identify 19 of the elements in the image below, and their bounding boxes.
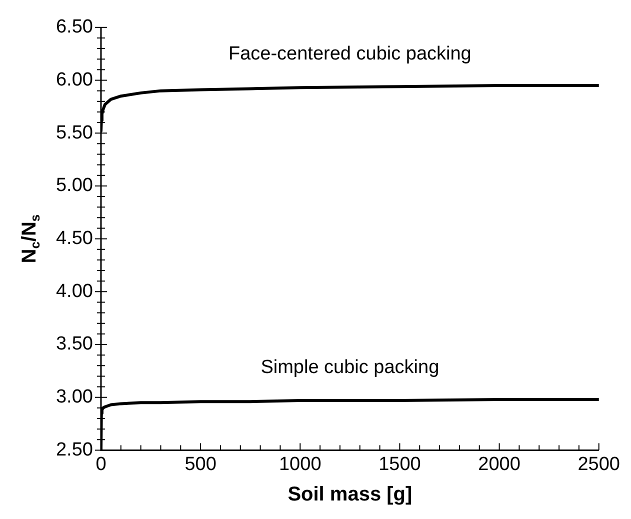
x-tick-label: 2000: [478, 454, 520, 475]
y-tick-label: 5.00: [56, 175, 93, 196]
y-tick-label: 6.50: [56, 16, 93, 38]
y-tick-label: 3.00: [56, 386, 93, 408]
x-axis-title: Soil mass [g]: [288, 484, 412, 506]
x-tick-label: 0: [96, 454, 106, 475]
y-tick-label: 4.00: [56, 280, 93, 302]
y-tick-label: 2.50: [56, 439, 93, 460]
y-axis-title: Nc/Ns: [18, 214, 43, 264]
x-tick-label: 2500: [578, 454, 620, 475]
x-tick-label: 1000: [278, 454, 322, 475]
annotation: Simple cubic packing: [260, 357, 440, 378]
x-tick-label: 1500: [378, 454, 421, 475]
y-tick-label: 6.00: [56, 69, 93, 90]
x-tick-label: 500: [184, 454, 216, 475]
y-tick-label: 4.50: [56, 228, 93, 250]
annotation: Face-centered cubic packing: [228, 43, 472, 64]
y-tick-label: 3.50: [56, 334, 93, 355]
y-tick-label: 5.50: [56, 122, 93, 144]
